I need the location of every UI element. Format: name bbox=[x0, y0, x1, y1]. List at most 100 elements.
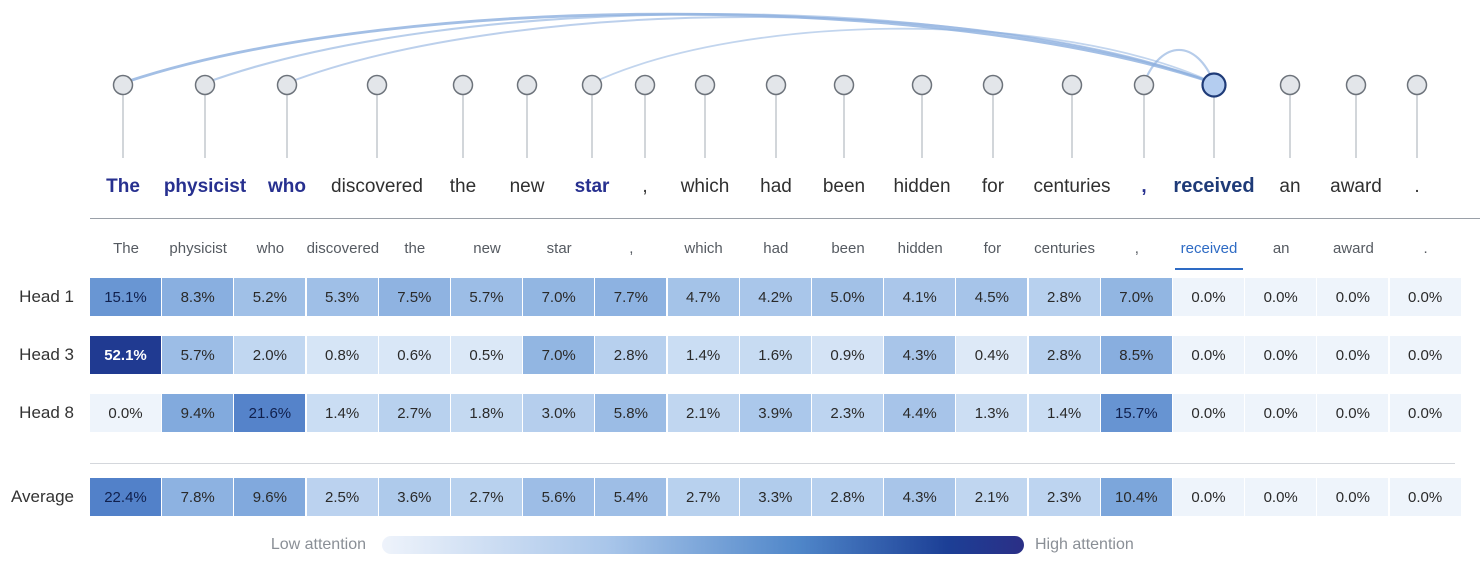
token-node[interactable] bbox=[833, 74, 855, 96]
heatmap-cell: 0.0% bbox=[90, 394, 161, 432]
column-header: the bbox=[404, 240, 426, 257]
column-header: , bbox=[629, 240, 634, 257]
heatmap-cell: 4.5% bbox=[956, 278, 1028, 316]
attention-arc bbox=[203, 13, 1216, 85]
token-stems bbox=[122, 95, 1418, 158]
legend-high-label: High attention bbox=[1035, 536, 1134, 553]
heatmap-cell: 0.8% bbox=[306, 336, 378, 374]
heatmap-cell: 3.3% bbox=[739, 478, 811, 516]
sentence-token[interactable]: physicist bbox=[164, 176, 247, 197]
heatmap-cell: 4.7% bbox=[667, 278, 739, 316]
heatmap-cell: 0.5% bbox=[451, 336, 522, 374]
heatmap-cell: 1.4% bbox=[667, 336, 739, 374]
heatmap-cell: 2.7% bbox=[451, 478, 522, 516]
token-node[interactable] bbox=[982, 74, 1004, 96]
heatmap-cell: 52.1% bbox=[90, 336, 161, 374]
heatmap-cell: 8.3% bbox=[162, 278, 234, 316]
heatmap-cell: 5.7% bbox=[162, 336, 234, 374]
heatmap-cell: 2.8% bbox=[595, 336, 667, 374]
sentence-token[interactable]: which bbox=[680, 176, 730, 197]
heatmap-cell: 1.6% bbox=[739, 336, 811, 374]
heatmap-cell: 2.3% bbox=[812, 394, 883, 432]
heatmap-cell: 5.0% bbox=[812, 278, 883, 316]
token-node[interactable] bbox=[516, 74, 538, 96]
token-node[interactable] bbox=[765, 74, 787, 96]
target-column-underline bbox=[1175, 268, 1244, 270]
heatmap-cell: 7.8% bbox=[162, 478, 234, 516]
heatmap-cell: 15.7% bbox=[1100, 394, 1172, 432]
heatmap-cell: 0.0% bbox=[1317, 336, 1389, 374]
sentence-token[interactable]: The bbox=[106, 176, 140, 197]
sentence-token[interactable]: who bbox=[267, 176, 306, 197]
heatmap-cell: 2.1% bbox=[667, 394, 739, 432]
sentence-token[interactable]: , bbox=[642, 176, 647, 197]
heatmap-cell: 3.6% bbox=[378, 478, 450, 516]
sentence-token[interactable]: an bbox=[1279, 176, 1300, 197]
heatmap-cell: 0.0% bbox=[1317, 278, 1389, 316]
heatmap-cell: 0.0% bbox=[1317, 478, 1389, 516]
column-header: discovered bbox=[306, 240, 380, 257]
row-label-average: Average bbox=[10, 487, 74, 506]
sentence-token[interactable]: centuries bbox=[1033, 176, 1110, 197]
heatmap-cell: 7.0% bbox=[523, 278, 595, 316]
sentence-token[interactable]: . bbox=[1414, 176, 1419, 197]
heatmap-cell: 4.4% bbox=[884, 394, 956, 432]
column-header: , bbox=[1134, 240, 1139, 257]
legend-low-label: Low attention bbox=[270, 536, 366, 553]
token-node[interactable] bbox=[694, 74, 716, 96]
sentence-token[interactable]: been bbox=[823, 176, 865, 197]
attention-arc bbox=[591, 27, 1215, 84]
column-header: physicist bbox=[169, 240, 227, 257]
token-node[interactable] bbox=[276, 74, 298, 96]
heatmap-cell: 9.6% bbox=[234, 478, 306, 516]
token-node[interactable] bbox=[1279, 74, 1301, 96]
heatmap-cell: 0.0% bbox=[1245, 394, 1317, 432]
sentence-token[interactable]: new bbox=[510, 176, 545, 197]
heatmap-cell: 4.3% bbox=[884, 336, 956, 374]
sentence-token[interactable]: the bbox=[450, 176, 476, 197]
heatmap-cell: 2.8% bbox=[1028, 278, 1100, 316]
heatmap-cell: 0.0% bbox=[1173, 336, 1244, 374]
column-header: had bbox=[763, 240, 789, 257]
sentence-token[interactable]: star bbox=[575, 176, 610, 197]
target-token-node[interactable] bbox=[1201, 72, 1227, 98]
token-node[interactable] bbox=[1133, 74, 1155, 96]
token-node[interactable] bbox=[452, 74, 474, 96]
token-node[interactable] bbox=[911, 74, 933, 96]
token-node[interactable] bbox=[634, 74, 656, 96]
heatmap-cell: 9.4% bbox=[162, 394, 234, 432]
token-node[interactable] bbox=[581, 74, 603, 96]
sentence-token[interactable]: discovered bbox=[331, 176, 423, 197]
attention-arc bbox=[121, 12, 1216, 85]
token-node[interactable] bbox=[112, 74, 134, 96]
heatmap-cell: 0.0% bbox=[1245, 478, 1317, 516]
token-node[interactable] bbox=[1406, 74, 1428, 96]
sentence-token[interactable]: had bbox=[760, 176, 792, 197]
token-node[interactable] bbox=[194, 74, 216, 96]
target-token[interactable]: received bbox=[1173, 175, 1254, 197]
column-header: which bbox=[684, 240, 723, 257]
sentence-token[interactable]: hidden bbox=[893, 176, 950, 197]
heatmap-cell: 4.1% bbox=[884, 278, 956, 316]
column-header: . bbox=[1423, 240, 1428, 257]
heatmap-cell: 8.5% bbox=[1100, 336, 1172, 374]
heatmap-cell: 0.0% bbox=[1389, 394, 1461, 432]
heatmap-cell: 7.0% bbox=[1100, 278, 1172, 316]
attention-arc bbox=[1142, 48, 1216, 85]
heatmap-cell: 4.2% bbox=[739, 278, 811, 316]
heatmap-cell: 7.0% bbox=[523, 336, 595, 374]
sentence-token[interactable]: for bbox=[982, 176, 1005, 197]
token-node[interactable] bbox=[366, 74, 388, 96]
column-header: for bbox=[983, 240, 1002, 257]
token-node[interactable] bbox=[1345, 74, 1367, 96]
sentence-token[interactable]: , bbox=[1141, 176, 1146, 197]
average-divider bbox=[90, 463, 1455, 464]
heatmap-cell: 0.0% bbox=[1389, 478, 1461, 516]
heatmap-cell: 0.9% bbox=[812, 336, 883, 374]
heatmap-cell: 7.5% bbox=[378, 278, 450, 316]
sentence-token[interactable]: award bbox=[1330, 176, 1382, 197]
token-node[interactable] bbox=[1061, 74, 1083, 96]
heatmap-cell: 5.7% bbox=[451, 278, 522, 316]
heatmap-cell: 2.3% bbox=[1028, 478, 1100, 516]
attention-arc-diagram: The physicist who discovered the new star, whic… bbox=[106, 12, 1428, 197]
